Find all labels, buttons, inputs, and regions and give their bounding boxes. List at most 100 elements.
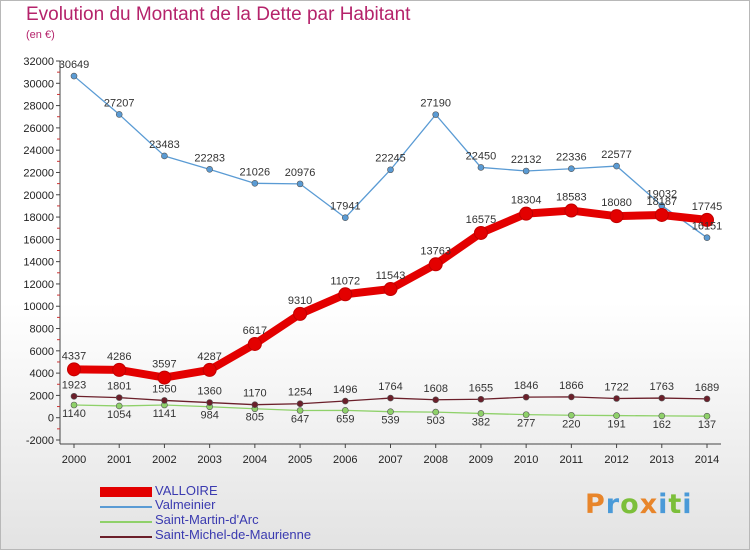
legend-swatch-valloire [100,487,152,497]
data-label-valmeinier: 19032 [646,189,677,201]
dot-saint-martin [568,411,575,419]
series-layer [67,72,714,420]
data-label-valloire: 11543 [376,270,406,282]
data-label-valmeinier: 16151 [692,221,723,233]
y-tick-label: 30000 [23,78,54,90]
dot-valmeinier [70,72,78,80]
dot-valloire [202,362,217,377]
data-label-valmeinier: 21026 [240,166,271,178]
chart-subtitle: (en €) [26,29,55,41]
legend-swatch-valmeinier [100,506,152,508]
dot-saint-martin [703,412,711,420]
x-tick-label: 2002 [152,454,176,466]
dot-saint-michel [161,397,168,404]
logo-letter: P [585,489,606,520]
data-label-saint-martin: 805 [246,412,264,424]
data-label-saint-michel: 1764 [378,381,402,393]
legend-label-valmeinier: Valmeinier [155,497,216,512]
dot-saint-michel [703,395,711,403]
dot-saint-martin [341,407,349,414]
dot-saint-michel [658,394,666,402]
dot-saint-michel [115,394,123,401]
data-label-saint-michel: 1550 [152,383,176,395]
data-labels-layer: 4337 4286 3597 4287 6617 9310 11072 11543 13763 1… [59,59,723,431]
x-tick-label: 2001 [107,454,131,466]
data-label-saint-martin: 1054 [107,409,131,421]
data-label-saint-martin: 137 [698,419,716,431]
data-label-valmeinier: 22450 [466,150,497,162]
x-tick-label: 2004 [243,454,267,466]
dot-saint-michel [206,399,213,406]
data-label-saint-michel: 1496 [333,384,357,396]
dot-saint-michel [432,396,440,404]
dot-valloire [293,306,308,321]
dot-saint-michel [568,393,575,401]
legend-label-saint-martin: Saint-Martin-d'Arc [155,512,259,527]
data-label-valmeinier: 20976 [285,167,316,179]
y-tick-label: 16000 [23,234,54,246]
data-label-valloire: 13763 [420,245,451,257]
dot-valloire [67,362,81,377]
dot-valloire [112,362,127,377]
dot-saint-michel [70,392,78,400]
y-tick-label: 0 [48,413,54,425]
data-label-saint-michel: 1722 [604,382,628,394]
y-tick-label: 14000 [23,257,54,269]
logo-letter: t [668,489,683,520]
x-tick-label: 2012 [604,454,628,466]
dot-valmeinier [115,111,123,118]
dot-saint-martin [387,408,394,415]
dot-saint-michel [341,397,349,405]
y-tick-label: 6000 [30,346,54,358]
dot-valmeinier [206,166,213,173]
dot-saint-martin [477,410,485,417]
dot-valmeinier [568,165,575,173]
legend-swatch-saint-martin [100,521,152,523]
data-label-valloire: 18080 [601,197,632,209]
x-tick-label: 2007 [378,454,402,466]
data-label-saint-martin: 647 [291,413,309,425]
data-label-saint-martin: 503 [427,415,445,427]
proxiti-logo: Proxiti [585,489,693,520]
chart-title: Evolution du Montant de la Dette par Hab… [26,4,411,25]
dot-valloire [654,207,669,222]
dot-saint-martin [115,402,123,410]
data-label-valmeinier: 17941 [330,201,361,213]
x-tick-label: 2014 [695,454,719,466]
logo-letter: x [639,489,659,520]
legend-label-valloire: VALLOIRE [155,483,218,498]
x-tick-label: 2011 [560,454,584,466]
dot-valloire [473,225,488,240]
data-label-valloire: 4337 [62,350,86,362]
logo-letter: o [620,489,640,520]
data-label-valloire: 18187 [646,196,677,208]
dot-valloire [247,336,262,351]
x-tick-label: 2010 [514,454,538,466]
dot-saint-michel [613,395,620,402]
y-tick-label: 18000 [23,212,54,224]
x-tick-label: 2008 [423,454,447,466]
dot-valmeinier [477,164,485,171]
data-label-saint-martin: 984 [200,410,218,422]
data-label-saint-martin: 659 [336,413,354,425]
dot-valmeinier [432,111,440,118]
logo-letter: r [605,489,621,520]
dot-saint-michel [477,395,485,403]
dot-saint-michel [387,394,394,402]
dot-valloire [157,370,172,385]
dot-valmeinier [251,180,259,187]
x-tick-label: 2003 [197,454,221,466]
x-tick-label: 2009 [469,454,493,466]
dot-saint-martin [613,412,620,419]
data-label-saint-michel: 1763 [650,381,674,393]
legend-label-saint-michel: Saint-Michel-de-Maurienne [155,527,312,542]
data-label-saint-martin: 277 [517,418,535,430]
data-label-saint-martin: 539 [381,415,399,427]
data-label-valmeinier: 22577 [601,149,632,161]
logo-letter: i [682,489,693,520]
x-tick-label: 2013 [650,454,674,466]
data-label-saint-michel: 1866 [559,380,583,392]
data-label-saint-michel: 1846 [514,380,538,392]
dot-valmeinier [341,214,349,222]
